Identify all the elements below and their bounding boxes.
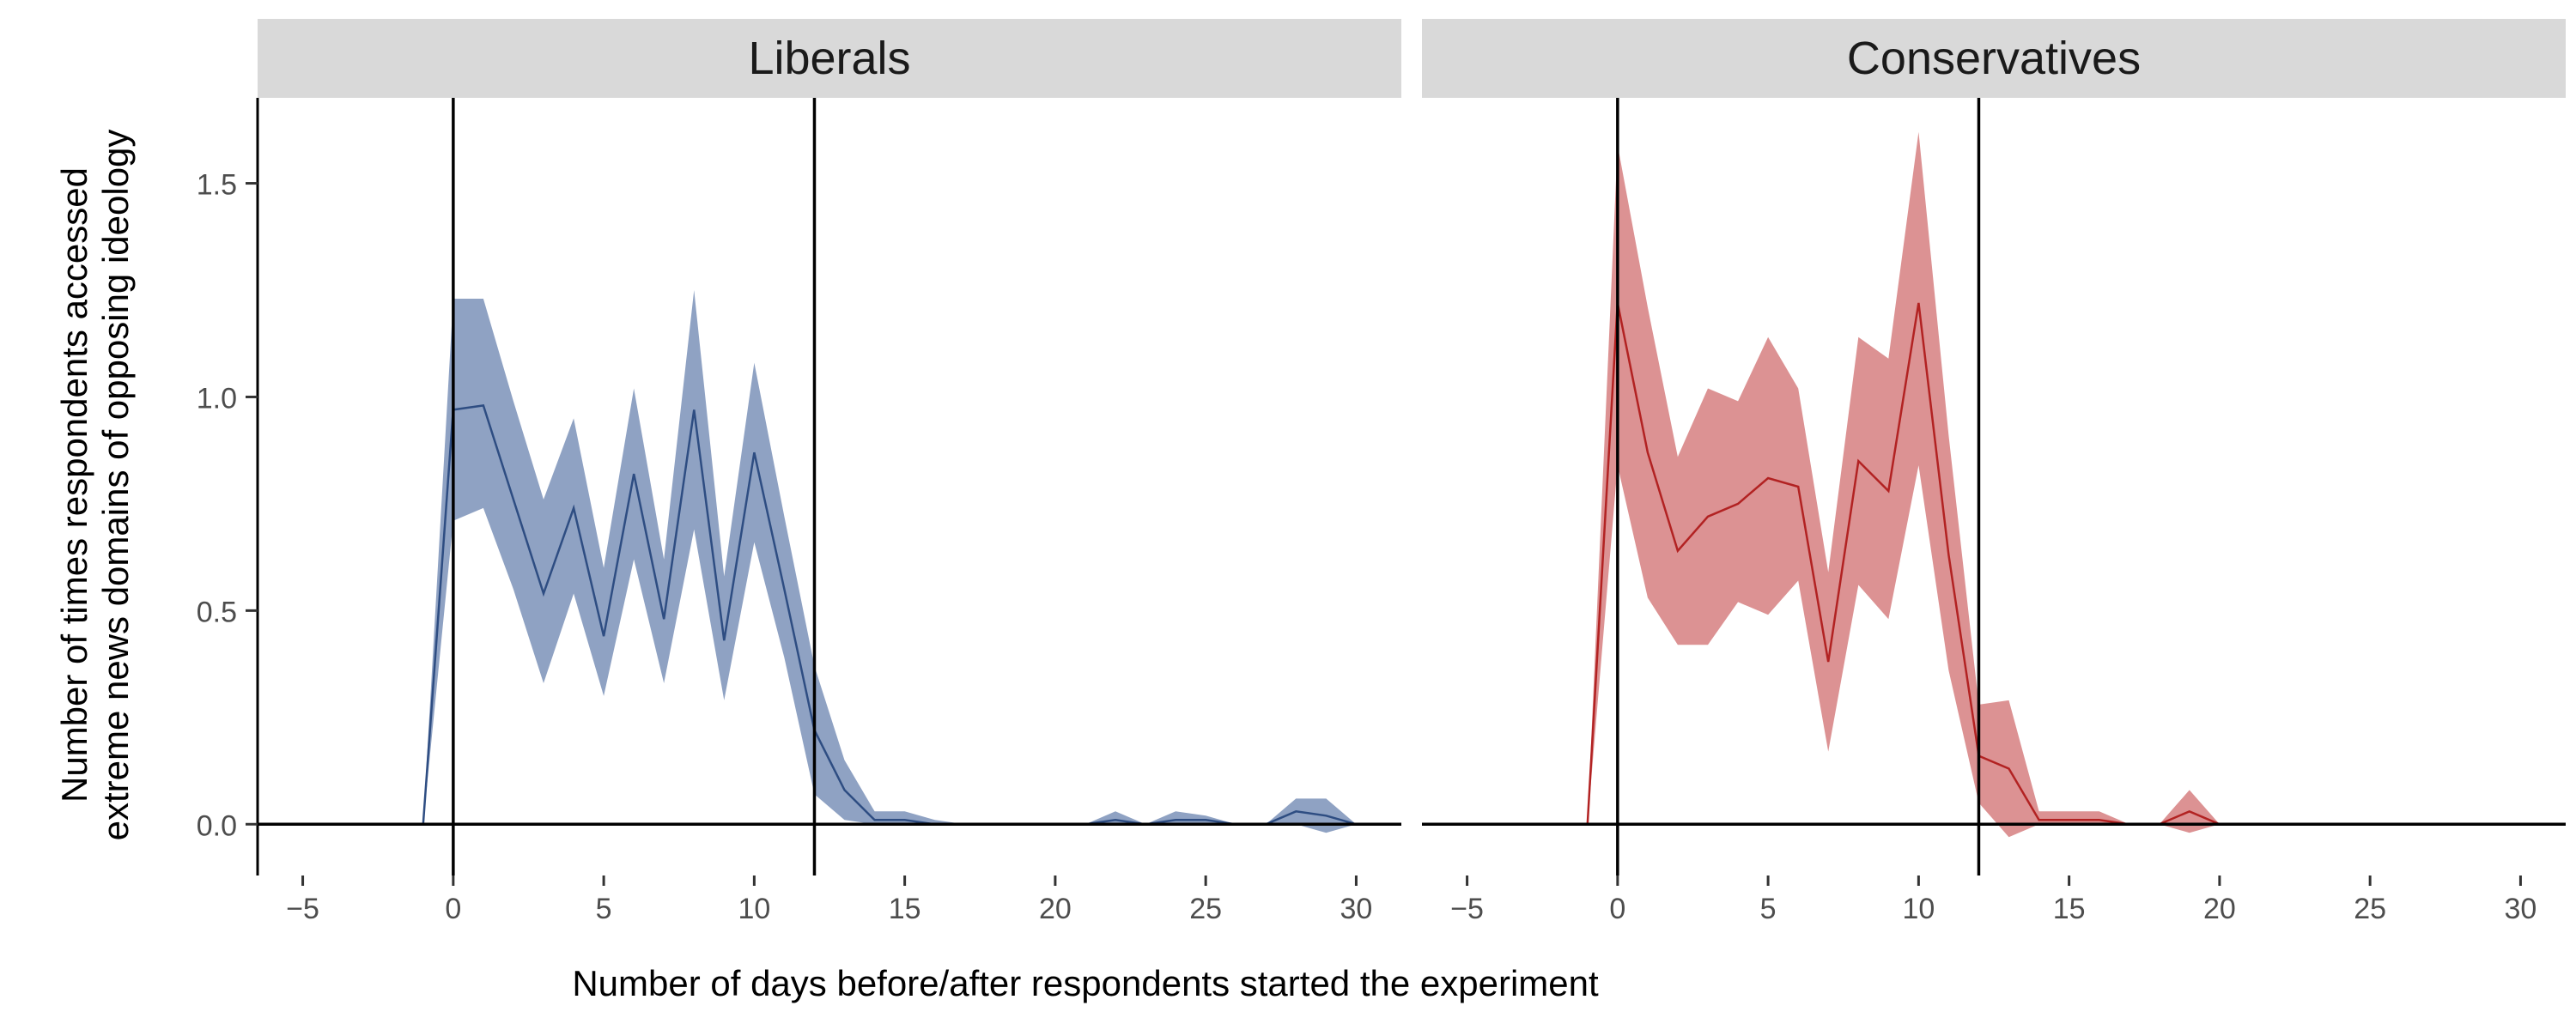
x-tick-label: 30 — [2505, 893, 2537, 925]
y-axis: 0.0 0.5 1.0 1.5 — [197, 98, 259, 876]
x-tick-label: 25 — [2354, 893, 2386, 925]
x-tick-label: 30 — [1340, 893, 1373, 925]
facet-title: Conservatives — [1847, 33, 2141, 84]
confidence-band — [1587, 131, 2220, 838]
x-axis-title: Number of days before/after respondents … — [572, 963, 1599, 1003]
facet-strip — [1422, 19, 2566, 98]
facet-panel-liberals: Liberals −5 0 5 10 15 20 25 30 — [258, 19, 1401, 925]
x-tick-label: 0 — [445, 893, 461, 925]
x-tick-label: 15 — [2053, 893, 2086, 925]
x-tick-label: 5 — [596, 893, 612, 925]
y-tick-label: 1.5 — [197, 169, 237, 202]
y-axis-title-line-1: Number of times respondents accessed — [54, 167, 94, 803]
x-tick-label: 0 — [1609, 893, 1625, 925]
y-axis-title-line-2: extreme news domains of opposing ideolog… — [95, 130, 136, 841]
series-line — [1586, 302, 2221, 826]
facet-panels: Liberals −5 0 5 10 15 20 25 30 Conservatives −5 0 5 1… — [258, 19, 2566, 925]
y-tick-label: 0.5 — [197, 596, 237, 628]
series-line — [422, 404, 1357, 826]
facet-title: Liberals — [748, 33, 910, 84]
y-tick-label: 1.0 — [197, 382, 237, 415]
x-tick-label: 15 — [889, 893, 921, 925]
x-tick-label: 10 — [1902, 893, 1935, 925]
facet-panel-conservatives: Conservatives −5 0 5 10 15 20 25 30 — [1422, 19, 2566, 925]
y-axis-title: Number of times respondents accessed ext… — [54, 130, 136, 841]
x-tick-label: −5 — [286, 893, 319, 925]
x-tick-label: −5 — [1450, 893, 1484, 925]
y-tick-label: 0.0 — [197, 809, 237, 842]
facet-strip — [258, 19, 1401, 98]
x-tick-label: 10 — [738, 893, 770, 925]
confidence-band — [422, 290, 1357, 833]
x-tick-label: 25 — [1189, 893, 1222, 925]
x-tick-label: 20 — [1039, 893, 1072, 925]
x-tick-label: 20 — [2203, 893, 2236, 925]
x-tick-label: 5 — [1760, 893, 1777, 925]
